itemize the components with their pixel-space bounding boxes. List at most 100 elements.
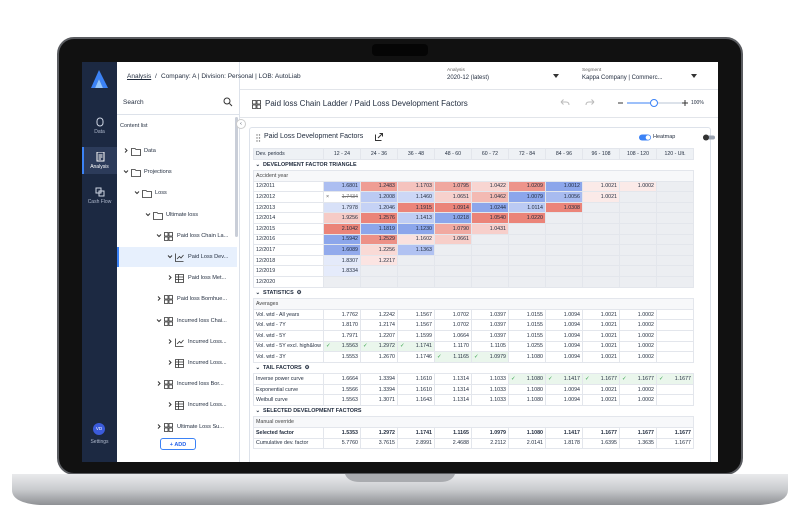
value-cell[interactable]: 1.0155: [508, 329, 546, 342]
avatar[interactable]: VD: [93, 423, 105, 435]
value-cell[interactable]: 1.0702: [434, 319, 472, 331]
value-cell[interactable]: 1.1417: [545, 427, 583, 439]
tree-label[interactable]: Ultimate Loss Su...: [177, 423, 224, 430]
value-cell[interactable]: 1.1567: [397, 308, 435, 321]
value-cell[interactable]: 1.1033: [471, 373, 509, 385]
value-cell[interactable]: 1.2174: [360, 319, 398, 331]
value-cell[interactable]: 1.1610: [397, 373, 435, 385]
value-cell[interactable]: 1.0220: [508, 212, 546, 225]
value-cell[interactable]: 1.5553: [323, 351, 361, 363]
value-cell[interactable]: × 1.7434: [323, 191, 361, 203]
value-cell[interactable]: 1.1105: [471, 340, 509, 353]
nav-label[interactable]: Analysis: [90, 164, 109, 170]
tree-label[interactable]: Loss: [155, 190, 167, 197]
value-cell[interactable]: 1.7971: [323, 329, 361, 342]
value-cell[interactable]: 1.0431: [471, 223, 509, 235]
value-cell[interactable]: 1.0664: [434, 329, 472, 342]
nav-label[interactable]: Data: [94, 129, 105, 135]
value-cell[interactable]: 1.0422: [471, 180, 509, 193]
value-cell[interactable]: 1.1314: [434, 373, 472, 385]
value-cell[interactable]: 1.1230: [397, 223, 435, 235]
value-cell[interactable]: 1.0002: [619, 340, 657, 353]
value-cell[interactable]: ✓ 1.1677: [656, 373, 694, 385]
tree-label[interactable]: Incurred Loss...: [188, 338, 227, 345]
value-cell[interactable]: ✓ 1.5563: [323, 340, 361, 353]
tree-label[interactable]: Data: [144, 148, 156, 154]
value-cell[interactable]: 1.0244: [471, 201, 509, 214]
value-cell[interactable]: 1.1746: [397, 351, 435, 363]
tree-label[interactable]: Projections: [144, 169, 172, 176]
value-cell[interactable]: 1.5566: [323, 383, 361, 396]
value-cell[interactable]: 1.3394: [360, 373, 398, 385]
value-cell[interactable]: 1.1819: [360, 223, 398, 235]
value-cell[interactable]: 1.0795: [434, 180, 472, 193]
value-cell[interactable]: ✓ 1.2972: [360, 340, 398, 353]
value-cell[interactable]: 1.6664: [323, 373, 361, 385]
value-cell[interactable]: 1.2256: [360, 244, 398, 256]
value-cell[interactable]: ✓ 1.1417: [545, 373, 583, 385]
value-cell[interactable]: 2.0141: [508, 437, 546, 450]
tree-label[interactable]: Paid loss Chain La...: [177, 232, 229, 239]
value-cell[interactable]: 1.0397: [471, 319, 509, 331]
value-cell[interactable]: 3.7615: [360, 437, 398, 450]
value-cell[interactable]: 1.2972: [360, 427, 398, 439]
value-cell[interactable]: 1.0462: [471, 191, 509, 203]
value-cell[interactable]: 1.1677: [619, 427, 657, 439]
value-cell[interactable]: 1.0155: [508, 308, 546, 321]
value-cell[interactable]: 1.5563: [323, 394, 361, 406]
value-cell[interactable]: 1.1080: [508, 351, 546, 363]
value-cell[interactable]: 1.0397: [471, 308, 509, 321]
value-cell[interactable]: 1.0094: [545, 383, 583, 396]
value-cell[interactable]: 1.1643: [397, 394, 435, 406]
value-cell[interactable]: 1.1610: [397, 383, 435, 396]
value-cell[interactable]: 1.0218: [434, 212, 472, 225]
field-value[interactable]: 2020-12 (latest): [447, 75, 490, 81]
value-cell[interactable]: 1.0094: [545, 340, 583, 353]
toggle-label[interactable]: Heatmap: [653, 134, 676, 140]
value-cell[interactable]: 1.7762: [323, 308, 361, 321]
value-cell[interactable]: 1.1915: [397, 201, 435, 214]
value-cell[interactable]: 1.0012: [545, 180, 583, 193]
value-cell[interactable]: 1.0155: [508, 319, 546, 331]
tree-label[interactable]: Incurred Loss...: [188, 402, 227, 409]
tree-label[interactable]: Incurred loss Chai...: [177, 317, 227, 324]
value-cell[interactable]: 1.1314: [434, 394, 472, 406]
value-cell[interactable]: 1.0002: [619, 394, 657, 406]
tree-label[interactable]: Ultimate loss: [166, 211, 199, 218]
value-cell[interactable]: 1.0002: [619, 329, 657, 342]
value-cell[interactable]: 1.0914: [434, 201, 472, 214]
value-cell[interactable]: 1.1080: [508, 394, 546, 406]
value-cell[interactable]: 1.0002: [619, 308, 657, 321]
tree-label[interactable]: Paid loss Bornhue...: [177, 296, 228, 303]
value-cell[interactable]: 1.0979: [471, 427, 509, 439]
value-cell[interactable]: 1.0255: [508, 340, 546, 353]
value-cell[interactable]: 1.1677: [656, 427, 694, 439]
value-cell[interactable]: 1.0209: [508, 180, 546, 193]
value-cell[interactable]: 1.2483: [360, 180, 398, 193]
value-cell[interactable]: 1.1080: [508, 383, 546, 396]
value-cell[interactable]: 1.0021: [582, 191, 620, 203]
value-cell[interactable]: 1.8307: [323, 254, 361, 267]
value-cell[interactable]: 1.0002: [619, 180, 657, 193]
value-cell[interactable]: 1.8334: [323, 265, 361, 278]
value-cell[interactable]: 1.0021: [582, 180, 620, 193]
value-cell[interactable]: 1.1599: [397, 329, 435, 342]
value-cell[interactable]: 1.2670: [360, 351, 398, 363]
value-cell[interactable]: ✓ 1.1165: [434, 351, 472, 363]
field-value[interactable]: Kappa Company | Commerc...: [582, 75, 663, 81]
value-cell[interactable]: 1.1080: [508, 427, 546, 439]
value-cell[interactable]: 1.1170: [434, 340, 472, 353]
value-cell[interactable]: 1.1033: [471, 394, 509, 406]
value-cell[interactable]: 1.0002: [619, 383, 657, 396]
value-cell[interactable]: 1.1567: [397, 319, 435, 331]
value-cell[interactable]: 1.1363: [397, 244, 435, 256]
value-cell[interactable]: 1.1677: [656, 437, 694, 450]
search-label[interactable]: Search: [123, 99, 144, 106]
value-cell[interactable]: 1.5942: [323, 233, 361, 246]
value-cell[interactable]: 1.0094: [545, 351, 583, 363]
value-cell[interactable]: 1.8178: [545, 437, 583, 450]
value-cell[interactable]: 1.0021: [582, 340, 620, 353]
value-cell[interactable]: ✓ 1.0979: [471, 351, 509, 363]
tree-label[interactable]: Paid Loss Dev...: [188, 254, 229, 260]
value-cell[interactable]: 1.7978: [323, 201, 361, 214]
